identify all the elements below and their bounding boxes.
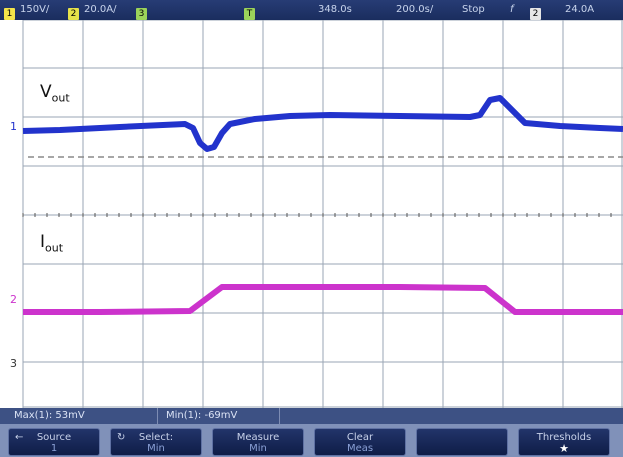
iout-label-main: I bbox=[40, 232, 46, 252]
softkey-bar: ← Source 1 ↻ Select: Min Measure Min Cle… bbox=[0, 424, 623, 457]
vout-label: Vout bbox=[40, 82, 70, 104]
iout-trace bbox=[23, 284, 623, 315]
ch2-badge: 2 bbox=[68, 8, 79, 20]
ch3-badge: 3 bbox=[136, 8, 147, 20]
trigger-slope-icon: f bbox=[510, 4, 514, 15]
softkey-select-label: Select: bbox=[138, 432, 174, 443]
trigger-badge: T bbox=[244, 8, 255, 20]
status-bar: 1 150V/ 2 20.0A/ 3 T 348.0s 200.0s/ Stop… bbox=[0, 0, 623, 20]
run-state: Stop bbox=[462, 4, 485, 15]
softkey-select-value: Min bbox=[147, 443, 165, 454]
softkey-source-label: Source bbox=[36, 432, 72, 443]
trigger-level: 24.0A bbox=[565, 4, 595, 15]
ch1-badge: 1 bbox=[4, 8, 15, 20]
ch2-scale: 20.0A/ bbox=[84, 4, 117, 15]
ch1-scale: 150V/ bbox=[20, 4, 50, 15]
select-rotate-icon: ↻ bbox=[117, 432, 126, 443]
softkey-clear-label: Clear bbox=[346, 432, 374, 443]
vout-trace bbox=[22, 95, 623, 152]
softkey-clear[interactable]: Clear Meas bbox=[314, 428, 406, 456]
iout-label-sub: out bbox=[45, 241, 64, 255]
time-delay: 348.0s bbox=[318, 4, 352, 15]
ch2-ground-marker: 2 bbox=[10, 293, 17, 306]
iout-label: Iout bbox=[40, 232, 63, 254]
softkey-measure-label: Measure bbox=[236, 432, 280, 443]
time-scale: 200.0s/ bbox=[396, 4, 434, 15]
waveform-display[interactable]: 1 2 3 Vout Iout bbox=[0, 20, 623, 408]
softkey-thresholds-label: Thresholds bbox=[536, 432, 592, 443]
measurement-bar: Max(1): 53mV Min(1): -69mV bbox=[0, 408, 623, 424]
softkey-thresholds[interactable]: Thresholds ★ bbox=[518, 428, 610, 456]
measurement-min: Min(1): -69mV bbox=[160, 408, 280, 424]
softkey-blank[interactable] bbox=[416, 428, 508, 456]
trigger-channel-badge: 2 bbox=[530, 8, 541, 20]
softkey-clear-value: Meas bbox=[346, 443, 374, 454]
softkey-source[interactable]: ← Source 1 bbox=[8, 428, 100, 456]
softkey-source-value: 1 bbox=[50, 443, 58, 454]
source-arrow-icon: ← bbox=[15, 432, 24, 443]
thresholds-star-icon: ★ bbox=[559, 442, 569, 455]
ch3-ground-marker: 3 bbox=[10, 357, 17, 370]
ch1-ground-marker: 1 bbox=[10, 120, 17, 133]
grid-lines bbox=[22, 20, 623, 408]
softkey-select[interactable]: ↻ Select: Min bbox=[110, 428, 202, 456]
measurement-max: Max(1): 53mV bbox=[8, 408, 158, 424]
vout-label-sub: out bbox=[51, 91, 70, 105]
softkey-measure[interactable]: Measure Min bbox=[212, 428, 304, 456]
waveform-graticule: 1 2 3 bbox=[10, 20, 623, 408]
softkey-measure-value: Min bbox=[249, 443, 267, 454]
vout-label-main: V bbox=[40, 82, 52, 102]
